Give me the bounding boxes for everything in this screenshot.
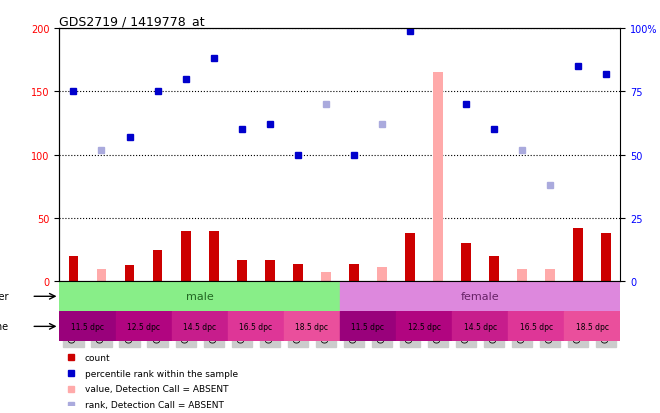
Bar [96, 269, 106, 282]
Text: GDS2719 / 1419778_at: GDS2719 / 1419778_at [59, 15, 205, 28]
Text: value, Detection Call = ABSENT: value, Detection Call = ABSENT [84, 385, 228, 394]
Bar [59, 282, 340, 311]
Bar [115, 311, 172, 342]
Text: male: male [185, 292, 214, 301]
Bar [172, 311, 228, 342]
Bar [461, 244, 471, 282]
Bar [209, 231, 218, 282]
Bar [340, 311, 396, 342]
Bar [284, 311, 340, 342]
Text: count: count [84, 353, 110, 362]
Bar [265, 260, 275, 282]
Bar [545, 269, 555, 282]
Text: 11.5 dpc: 11.5 dpc [71, 322, 104, 331]
Text: percentile rank within the sample: percentile rank within the sample [84, 369, 238, 377]
Bar [69, 256, 79, 282]
Text: time: time [0, 322, 9, 332]
Text: 14.5 dpc: 14.5 dpc [183, 322, 216, 331]
Bar [489, 256, 499, 282]
Bar [601, 234, 611, 282]
Bar [152, 250, 162, 282]
Text: 11.5 dpc: 11.5 dpc [352, 322, 384, 331]
Bar [405, 234, 415, 282]
Bar [321, 273, 331, 282]
Text: 16.5 dpc: 16.5 dpc [519, 322, 553, 331]
Text: rank, Detection Call = ABSENT: rank, Detection Call = ABSENT [84, 400, 224, 409]
Bar [349, 264, 359, 282]
Bar [377, 268, 387, 282]
Text: gender: gender [0, 292, 9, 301]
Bar [564, 311, 620, 342]
Bar [433, 73, 443, 282]
Bar [181, 231, 191, 282]
Bar [228, 311, 284, 342]
Text: 16.5 dpc: 16.5 dpc [239, 322, 273, 331]
Bar [396, 311, 452, 342]
Bar [452, 311, 508, 342]
Bar [293, 264, 303, 282]
Text: 18.5 dpc: 18.5 dpc [296, 322, 329, 331]
Text: 12.5 dpc: 12.5 dpc [127, 322, 160, 331]
Text: 14.5 dpc: 14.5 dpc [463, 322, 497, 331]
Text: 18.5 dpc: 18.5 dpc [576, 322, 609, 331]
Bar [508, 311, 564, 342]
Bar [574, 228, 583, 282]
Bar [517, 269, 527, 282]
Text: 12.5 dpc: 12.5 dpc [408, 322, 441, 331]
Bar [125, 265, 135, 282]
Bar [237, 260, 247, 282]
Bar [340, 282, 620, 311]
Text: female: female [461, 292, 500, 301]
Bar [59, 311, 116, 342]
